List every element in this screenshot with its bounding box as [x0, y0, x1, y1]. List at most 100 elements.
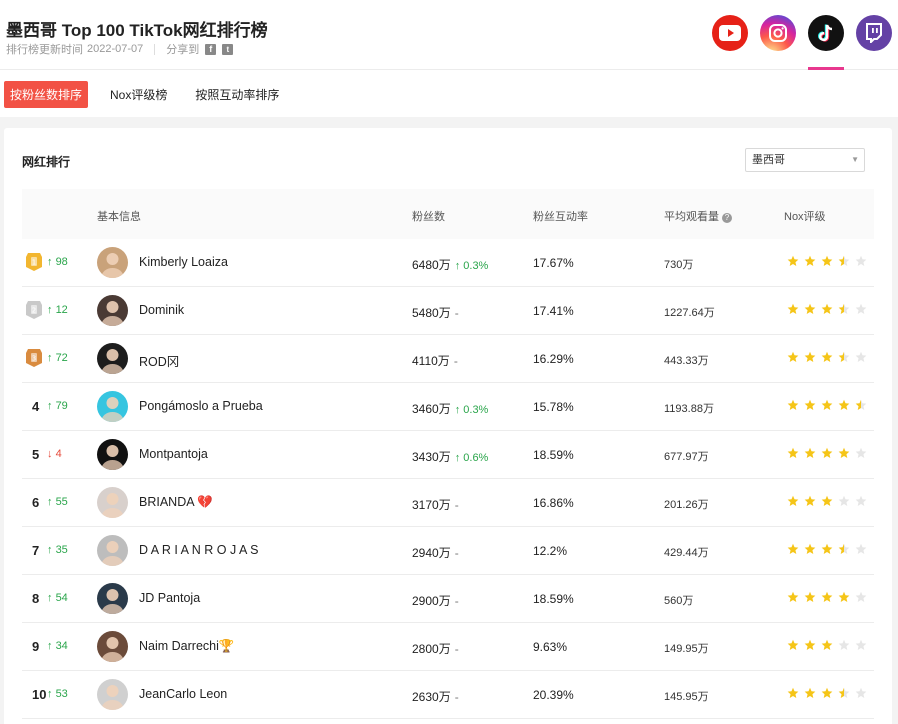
star-icon [821, 255, 833, 266]
engagement-rate: 16.29% [533, 352, 574, 366]
facebook-icon[interactable]: f [205, 43, 217, 55]
influencer-name[interactable]: Kimberly Loaiza [139, 255, 228, 269]
rank-medal-number: 1 [32, 259, 36, 267]
nox-rating-stars [787, 687, 867, 699]
avg-views: 1227.64万 [664, 307, 715, 319]
star-icon [804, 591, 816, 602]
twitter-icon[interactable]: t [222, 43, 234, 55]
rank-change: ↑ 72 [47, 352, 68, 364]
star-icon [838, 639, 850, 650]
rank-change-value: 55 [55, 496, 68, 508]
share-label: 分享到 [166, 44, 200, 56]
rank-number: 10 [32, 687, 47, 702]
tab-sort-by-engagement[interactable]: 按照互动率排序 [195, 87, 280, 102]
card-title: 网红排行 [22, 155, 71, 169]
col-basic-info: 基本信息 [97, 211, 141, 223]
rank-change: ↑ 79 [47, 400, 68, 412]
rank-change-value: 98 [55, 256, 68, 268]
influencer-name[interactable]: Montpantoja [139, 447, 208, 461]
influencer-name[interactable]: BRIANDA 💔 [139, 495, 213, 509]
table-row[interactable]: 8 ↑ 54 JD Pantoja 2900万 - 18.59% 560万 [22, 575, 874, 623]
fans-delta: - [454, 498, 459, 512]
rank-number: 5 [32, 447, 40, 462]
rank-change: ↑ 34 [47, 640, 68, 652]
table-row[interactable]: 4 ↑ 79 Pongámoslo a Prueba 3460万 ↑ 0.3% 1… [22, 383, 874, 431]
influencer-name[interactable]: Naim Darrechi🏆 [139, 639, 235, 653]
avatar[interactable] [97, 679, 128, 710]
avg-views: 145.95万 [664, 691, 709, 703]
rank-change-value: 34 [55, 640, 68, 652]
star-icon [855, 351, 867, 362]
info-icon[interactable]: ? [722, 213, 732, 223]
nox-rating-stars [787, 447, 867, 459]
table-row[interactable]: 7 ↑ 35 D A R I A N R O J A S 2940万 - 12.2… [22, 527, 874, 575]
star-icon [804, 543, 816, 554]
avatar[interactable] [97, 535, 128, 566]
engagement-rate: 9.63% [533, 640, 568, 654]
table-row[interactable]: 10 ↑ 53 JeanCarlo Leon 2630万 - 20.39% 145… [22, 671, 874, 719]
table-row[interactable]: 9 ↑ 34 Naim Darrechi🏆 2800万 - 9.63% 149.9… [22, 623, 874, 671]
avatar[interactable] [97, 439, 128, 470]
star-icon [821, 447, 833, 458]
avatar[interactable] [97, 487, 128, 518]
tab-sort-by-fans[interactable]: 按粉丝数排序 [4, 80, 89, 108]
influencer-name[interactable]: JD Pantoja [139, 591, 201, 605]
star-icon [838, 351, 850, 362]
star-icon [838, 255, 850, 266]
star-icon [855, 543, 867, 554]
star-icon [804, 255, 816, 266]
avg-views: 149.95万 [664, 643, 709, 655]
fans-cell: 2800万 - [412, 640, 459, 657]
youtube-icon[interactable] [712, 15, 748, 51]
influencer-name[interactable]: Dominik [139, 303, 185, 317]
influencer-name[interactable]: JeanCarlo Leon [139, 687, 228, 701]
avg-views: 429.44万 [664, 547, 709, 559]
table-row[interactable]: 5 ↓ 4 Montpantoja 3430万 ↑ 0.6% 18.59% 677… [22, 431, 874, 479]
influencer-name[interactable]: ROD冈 [139, 355, 180, 369]
avatar[interactable] [97, 583, 128, 614]
star-icon [821, 495, 833, 506]
avatar[interactable] [97, 295, 128, 326]
fans-delta: - [454, 546, 459, 560]
influencer-name[interactable]: D A R I A N R O J A S [139, 543, 259, 557]
influencer-name[interactable]: Pongámoslo a Prueba [139, 399, 263, 413]
rank-change-value: 54 [55, 592, 68, 604]
star-icon [804, 447, 816, 458]
star-icon [804, 687, 816, 698]
table-row[interactable]: 2 ↑ 12 Dominik 5480万 - 17.41% 1227.64万 [22, 287, 874, 335]
avatar[interactable] [97, 247, 128, 278]
star-icon [838, 591, 850, 602]
star-icon [787, 255, 799, 266]
col-engagement[interactable]: 粉丝互动率 [533, 211, 588, 223]
page-title: 墨西哥 Top 100 TikTok网红排行榜 [6, 21, 268, 40]
nox-rating-stars [787, 639, 867, 651]
fans-delta: ↑ 0.3% [454, 260, 489, 272]
star-icon [804, 351, 816, 362]
region-select[interactable]: 墨西哥 ▼ [745, 148, 865, 172]
avatar[interactable] [97, 631, 128, 662]
star-icon [855, 687, 867, 698]
fans-count: 2940万 [412, 546, 451, 560]
fans-cell: 2630万 - [412, 688, 459, 705]
col-avg-views[interactable]: 平均观看量? [664, 208, 732, 224]
engagement-rate: 17.41% [533, 304, 574, 318]
col-fans[interactable]: 粉丝数 [412, 211, 445, 223]
update-meta: 排行榜更新时间 2022-07-07 分享到 f t [6, 41, 234, 57]
avatar[interactable] [97, 391, 128, 422]
table-row[interactable]: 1 ↑ 98 Kimberly Loaiza 6480万 ↑ 0.3% 17.67… [22, 239, 874, 287]
tab-nox-rating[interactable]: Nox评级榜 [110, 87, 168, 102]
table-row[interactable]: 3 ↑ 72 ROD冈 4110万 - 16.29% 443.33万 [22, 335, 874, 383]
rank-medal-icon: 3 [25, 348, 43, 368]
avg-views: 1193.88万 [664, 403, 714, 415]
instagram-icon[interactable] [760, 15, 796, 51]
star-icon [787, 447, 799, 458]
rank-change-value: 35 [55, 544, 68, 556]
rank-number: 4 [32, 399, 40, 414]
table-row[interactable]: 6 ↑ 55 BRIANDA 💔 3170万 - 16.86% 201.26万 [22, 479, 874, 527]
avatar[interactable] [97, 343, 128, 374]
rank-number: 9 [32, 639, 40, 654]
tiktok-icon[interactable] [808, 15, 844, 51]
star-icon [787, 495, 799, 506]
twitch-icon[interactable] [856, 15, 892, 51]
star-icon [821, 591, 833, 602]
